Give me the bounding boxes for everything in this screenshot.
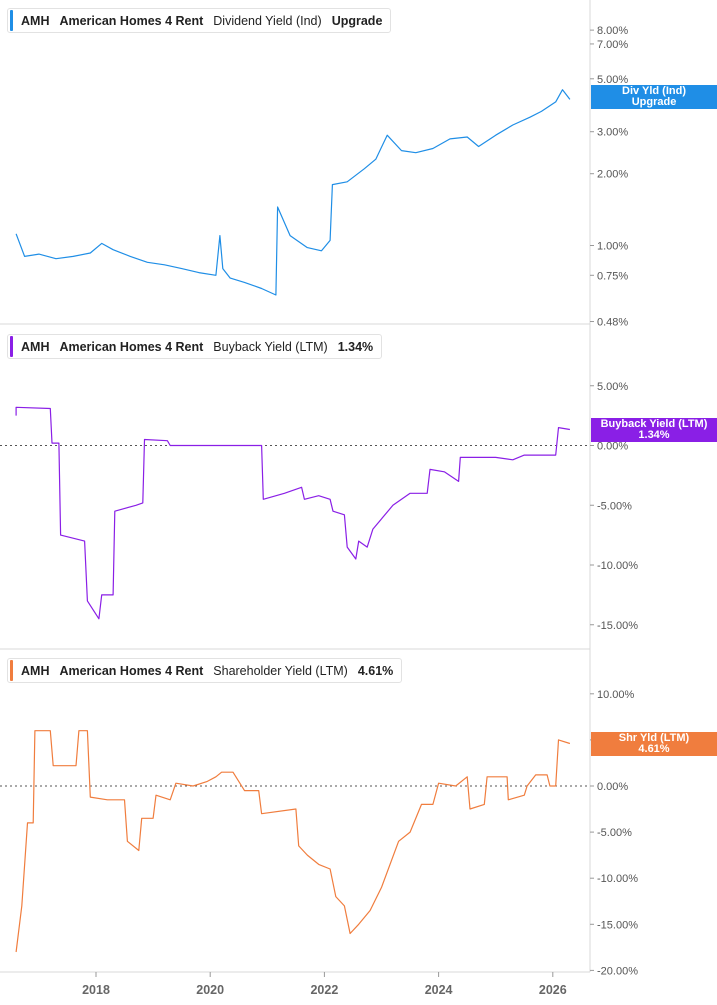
series-line [15, 89, 571, 296]
metric-label: Buyback Yield (LTM) [213, 339, 328, 354]
x-tick-label: 2018 [82, 983, 110, 997]
tag-label: Shr Yld (LTM) [618, 732, 690, 744]
series-swatch-dividend [10, 10, 13, 31]
tag-value: Upgrade [631, 96, 677, 108]
company-label: American Homes 4 Rent [59, 663, 204, 678]
tag-label: Div Yld (Ind) [622, 85, 686, 97]
metric-value: 1.34% [337, 339, 374, 354]
y-tick-label: -5.00% [597, 500, 632, 512]
tag-label: Buyback Yield (LTM) [600, 418, 708, 430]
last-value-tag-shareholder: Shr Yld (LTM) 4.61% [591, 732, 717, 756]
panel-header-buyback[interactable]: AMH American Homes 4 Rent Buyback Yield … [7, 334, 383, 359]
y-tick-label: 10.00% [597, 689, 635, 701]
metric-value: 4.61% [357, 663, 394, 678]
y-tick-label: 3.00% [597, 127, 628, 139]
x-tick-label: 2024 [425, 983, 453, 997]
x-tick-label: 2020 [196, 983, 224, 997]
y-tick-label: -15.00% [597, 620, 638, 632]
panel-header-shareholder[interactable]: AMH American Homes 4 Rent Shareholder Yi… [7, 658, 403, 683]
y-tick-label: -20.00% [597, 965, 638, 977]
metric-label: Shareholder Yield (LTM) [213, 663, 348, 678]
y-tick-label: 0.00% [597, 441, 628, 453]
tag-value: 4.61% [638, 743, 670, 755]
series-line [15, 730, 571, 953]
y-tick-label: 0.75% [597, 270, 628, 282]
y-tick-label: -10.00% [597, 560, 638, 572]
y-tick-label: 0.48% [597, 317, 628, 329]
x-tick-label: 2026 [539, 983, 567, 997]
tag-value: 1.34% [638, 429, 670, 441]
last-value-tag-buyback: Buyback Yield (LTM) 1.34% [591, 418, 717, 442]
ticker-label: AMH [21, 663, 50, 678]
y-tick-label: 5.00% [597, 381, 628, 393]
ticker-label: AMH [21, 339, 50, 354]
y-tick-label: 0.00% [597, 781, 628, 793]
y-tick-label: 2.00% [597, 169, 628, 181]
metric-label: Dividend Yield (Ind) [213, 13, 322, 28]
y-tick-label: -15.00% [597, 919, 638, 931]
ticker-label: AMH [21, 13, 50, 28]
last-value-tag-dividend[interactable]: Div Yld (Ind) Upgrade [591, 85, 717, 109]
company-label: American Homes 4 Rent [59, 339, 204, 354]
upgrade-link[interactable]: Upgrade [331, 13, 383, 28]
y-tick-label: 8.00% [597, 25, 628, 37]
x-tick-label: 2022 [310, 983, 338, 997]
panel-header-dividend[interactable]: AMH American Homes 4 Rent Dividend Yield… [7, 8, 392, 33]
series-swatch-shareholder [10, 660, 13, 681]
series-swatch-buyback [10, 336, 13, 357]
series-line [15, 406, 570, 620]
y-tick-label: 7.00% [597, 39, 628, 51]
y-tick-label: 1.00% [597, 241, 628, 253]
y-tick-label: -5.00% [597, 827, 632, 839]
company-label: American Homes 4 Rent [59, 13, 204, 28]
y-tick-label: -10.00% [597, 873, 638, 885]
y-tick-label: 5.00% [597, 74, 628, 86]
